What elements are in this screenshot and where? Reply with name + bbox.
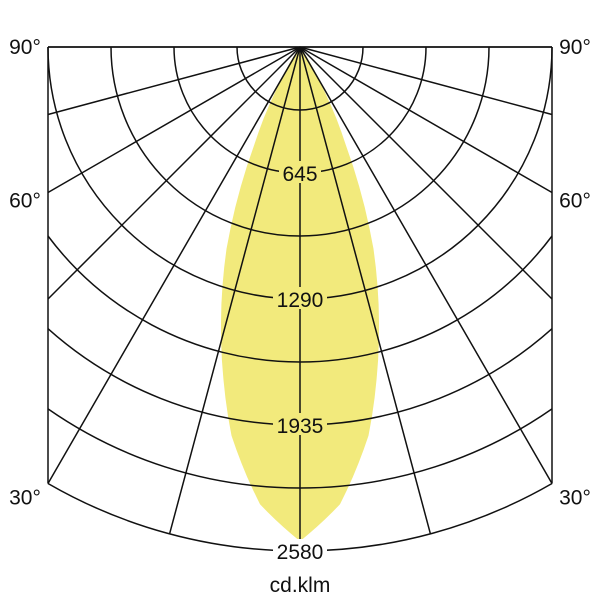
angle-label-left: 60° [9, 189, 41, 212]
labels: 645 1290 1935 2580 90° 90° 60° 60° 30° 30° cd.klm [9, 36, 591, 597]
radial-tick-label: 1290 [277, 289, 324, 312]
grid-spoke [299, 46, 553, 484]
angle-label-right: 90° [559, 36, 591, 59]
radial-tick-label: 2580 [277, 541, 324, 564]
unit-label: cd.klm [270, 574, 331, 597]
radial-tick-label: 645 [282, 163, 317, 186]
angle-label-right: 60° [559, 189, 591, 212]
angle-label-right: 30° [559, 486, 591, 509]
tick-label-background [273, 287, 327, 309]
tick-label-background [279, 161, 321, 183]
grid-spoke [168, 46, 301, 534]
grid-spoke [47, 46, 301, 484]
angle-label-left: 90° [9, 36, 41, 59]
grid-spoke [299, 46, 553, 116]
radial-tick-label: 1935 [277, 415, 324, 438]
angle-label-left: 30° [9, 486, 41, 509]
grid-spoke [299, 46, 432, 534]
grid-spoke [299, 46, 553, 194]
tick-label-background [273, 539, 327, 561]
grid-spoke [47, 46, 301, 116]
grid-spoke [299, 46, 553, 300]
tick-label-gaps [273, 161, 327, 561]
grid-spoke [47, 46, 301, 300]
grid-spoke [47, 46, 301, 194]
tick-label-background [273, 413, 327, 435]
